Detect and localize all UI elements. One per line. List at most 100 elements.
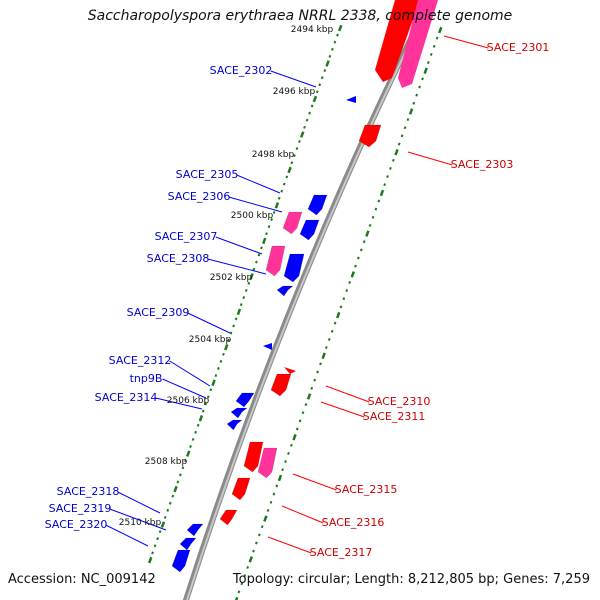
scale-tick-left bbox=[315, 90, 319, 94]
gene-label-reverse: SACE_2309 bbox=[127, 306, 190, 319]
scale-tick-left bbox=[320, 76, 324, 80]
gene-label-reverse: SACE_2307 bbox=[155, 230, 218, 243]
leader-line-reverse bbox=[105, 524, 149, 547]
scale-tick-left bbox=[158, 530, 162, 534]
scale-tick-left bbox=[318, 83, 322, 87]
genome-backbone bbox=[183, 0, 433, 600]
scale-tick-left bbox=[148, 556, 153, 564]
scale-tick-left bbox=[242, 296, 246, 300]
gene-sace-2318 bbox=[186, 523, 204, 537]
gene-sace-2302 bbox=[346, 96, 356, 103]
scale-tick-left bbox=[194, 430, 197, 434]
scale-tick-right bbox=[257, 533, 261, 537]
scale-tick-left bbox=[252, 267, 256, 271]
scale-tick-left bbox=[257, 253, 261, 257]
scale-tick-left bbox=[214, 374, 218, 378]
scale-tick-right bbox=[330, 329, 334, 333]
scale-tick-left bbox=[168, 501, 172, 505]
scale-tick-left bbox=[260, 246, 263, 250]
scale-tick-right bbox=[423, 67, 428, 75]
scale-tick-left bbox=[156, 537, 159, 541]
scale-tick-left bbox=[176, 480, 180, 484]
scale-tick-left bbox=[305, 118, 309, 122]
scale-tick-right bbox=[421, 77, 424, 81]
scale-tick-left bbox=[336, 33, 339, 37]
kbp-label: 2496 kbp bbox=[273, 87, 316, 97]
scale-tick-left bbox=[249, 273, 254, 280]
scale-tick-left bbox=[333, 40, 337, 44]
scale-tick-right bbox=[313, 378, 317, 382]
scale-tick-left bbox=[239, 303, 243, 307]
kbp-label: 2504 kbp bbox=[189, 335, 232, 345]
gene-label-forward: SACE_2311 bbox=[363, 410, 426, 423]
scale-tick-right bbox=[432, 44, 436, 48]
scale-tick-right bbox=[272, 492, 276, 496]
scale-tick-left bbox=[227, 338, 230, 342]
scale-tick-left bbox=[232, 324, 235, 328]
leader-line-reverse bbox=[109, 508, 167, 531]
scale-tick-right bbox=[354, 264, 357, 268]
gene-label-forward: SACE_2317 bbox=[310, 546, 373, 559]
gene-label-forward: SACE_2301 bbox=[487, 41, 550, 54]
leader-line-forward bbox=[325, 385, 370, 403]
leader-line-reverse bbox=[228, 196, 283, 213]
scale-tick-left bbox=[285, 175, 289, 179]
gene-label-reverse: SACE_2306 bbox=[168, 190, 231, 203]
leader-line-forward bbox=[443, 35, 489, 49]
scale-tick-left bbox=[204, 402, 208, 406]
scale-tick-left bbox=[290, 161, 294, 165]
scale-tick-left bbox=[303, 125, 306, 129]
scale-tick-right bbox=[392, 158, 395, 162]
scale-tick-left bbox=[325, 60, 330, 67]
gene-tnp9b bbox=[230, 407, 248, 419]
scale-tick-left bbox=[236, 308, 242, 316]
scale-tick-left bbox=[186, 450, 191, 457]
scale-tick-right bbox=[295, 427, 299, 431]
gene-sace-2315a bbox=[243, 441, 264, 473]
gene-label-forward: SACE_2316 bbox=[322, 516, 385, 529]
scale-tick-right bbox=[408, 108, 414, 115]
scale-tick-right bbox=[321, 352, 326, 360]
gene-sace-2319 bbox=[179, 537, 197, 551]
gene-sace-2301 bbox=[375, 0, 420, 82]
leader-line-forward bbox=[292, 473, 337, 491]
scale-tick-left bbox=[201, 409, 205, 413]
scale-tick-left bbox=[323, 69, 327, 73]
scale-tick-left bbox=[184, 459, 187, 463]
leader-line-reverse bbox=[155, 397, 203, 410]
leader-line-reverse bbox=[162, 378, 207, 399]
kbp-label: 2502 kbp bbox=[210, 273, 253, 283]
scale-tick-right bbox=[345, 289, 349, 293]
gene-sace-2310 bbox=[284, 367, 296, 374]
label-leader-lines bbox=[105, 35, 489, 554]
scale-ticks bbox=[148, 24, 443, 600]
scale-tick-right bbox=[304, 403, 308, 407]
gene-blue-2306b bbox=[299, 219, 320, 241]
scale-tick-right bbox=[357, 256, 360, 260]
scale-tick-right bbox=[339, 305, 343, 309]
leader-line-reverse bbox=[169, 360, 211, 387]
leader-line-reverse bbox=[207, 258, 267, 275]
scale-tick-right bbox=[438, 26, 443, 34]
scale-tick-right bbox=[292, 433, 297, 441]
gene-features bbox=[171, 0, 438, 573]
leader-line-forward bbox=[320, 401, 365, 418]
scale-tick-right bbox=[240, 582, 244, 586]
gene-label-reverse: SACE_2308 bbox=[147, 252, 210, 265]
scale-tick-left bbox=[166, 508, 170, 512]
scale-tick-right bbox=[350, 271, 356, 278]
scale-tick-right bbox=[403, 126, 407, 130]
scale-tick-left bbox=[229, 331, 233, 335]
scale-tick-right bbox=[426, 61, 430, 65]
scale-tick-right bbox=[435, 36, 439, 40]
gene-sace-2314 bbox=[226, 419, 243, 431]
scale-tick-left bbox=[211, 379, 216, 386]
scale-tick-right bbox=[412, 101, 416, 105]
gene-blue-small bbox=[276, 285, 294, 297]
scale-tick-right bbox=[263, 515, 268, 522]
leader-line-reverse bbox=[215, 236, 263, 255]
scale-tick-right bbox=[429, 52, 433, 56]
leader-line-reverse bbox=[236, 174, 281, 194]
scale-tick-right bbox=[316, 370, 319, 374]
kbp-label: 2510 kbp bbox=[119, 518, 162, 528]
